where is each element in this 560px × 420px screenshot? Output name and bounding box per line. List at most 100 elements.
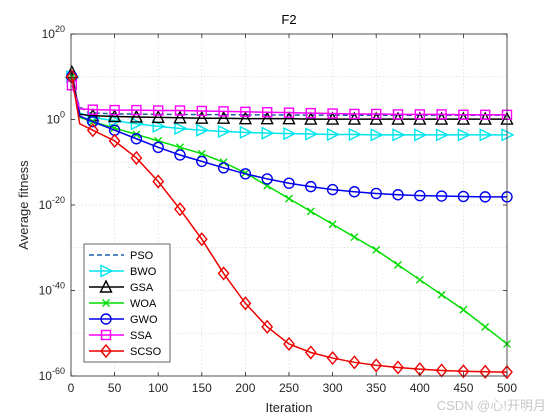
series-ssa <box>66 80 513 120</box>
series-gsa <box>65 64 514 125</box>
y-tick-exponent: 0 <box>60 110 65 120</box>
y-tick-exponent: -40 <box>52 281 65 291</box>
point-woa <box>394 260 402 269</box>
point-woa <box>197 149 206 158</box>
y-tick-exponent: -20 <box>52 195 65 205</box>
point-woa <box>350 233 359 242</box>
point-scso <box>174 202 186 217</box>
x-tick-label: 150 <box>192 381 212 395</box>
legend-label-pso: PSO <box>130 250 154 262</box>
point-bwo <box>174 121 188 136</box>
chart-title: F2 <box>281 12 296 27</box>
y-tick-label: 1020 <box>42 24 65 41</box>
point-woa <box>437 290 446 299</box>
x-tick-label: 350 <box>366 381 386 395</box>
point-scso <box>217 266 230 281</box>
point-scso <box>370 358 383 373</box>
point-scso <box>392 360 404 375</box>
x-axis-label: Iteration <box>266 400 313 415</box>
point-bwo <box>217 124 232 139</box>
point-ssa <box>371 108 382 120</box>
y-tick-base: 10 <box>47 113 61 127</box>
point-ssa <box>174 105 186 116</box>
point-ssa <box>87 104 99 115</box>
x-tick-label: 100 <box>148 381 168 395</box>
y-tick-base: 10 <box>39 284 53 298</box>
point-gsa <box>107 108 122 123</box>
point-scso <box>261 319 274 334</box>
series-line-gwo <box>71 76 507 198</box>
y-tick-exponent: -60 <box>52 366 65 376</box>
point-scso <box>283 336 295 352</box>
point-gwo <box>239 168 252 180</box>
y-tick-label: 10-60 <box>39 366 65 383</box>
legend-marker-woa <box>102 299 110 307</box>
point-gwo <box>479 191 491 203</box>
x-tick-label: 0 <box>68 381 75 395</box>
point-ssa <box>218 106 229 117</box>
point-scso <box>348 355 361 370</box>
point-scso <box>457 364 470 379</box>
point-bwo <box>239 125 253 139</box>
x-tick-label: 500 <box>497 381 517 395</box>
point-scso <box>130 150 143 166</box>
point-woa <box>459 305 468 314</box>
point-woa <box>132 130 141 139</box>
point-bwo <box>414 128 428 142</box>
point-gwo <box>283 177 295 189</box>
point-bwo <box>152 119 166 133</box>
point-woa <box>372 245 381 254</box>
legend-marker-bwo <box>100 264 114 278</box>
x-tick-label: 450 <box>453 381 473 395</box>
point-gsa <box>456 111 471 125</box>
y-tick-base: 10 <box>39 369 53 383</box>
point-bwo <box>435 128 450 142</box>
x-tick-label: 250 <box>279 381 299 395</box>
point-bwo <box>370 128 384 142</box>
point-bwo <box>479 128 493 142</box>
point-gwo <box>174 149 186 161</box>
point-scso <box>304 345 317 360</box>
point-ssa <box>414 109 425 120</box>
point-ssa <box>305 107 316 119</box>
y-axis-label: Average fitness <box>16 160 31 250</box>
y-tick-label: 100 <box>47 110 65 127</box>
x-tick-label: 300 <box>323 381 343 395</box>
legend-label-ssa: SSA <box>130 330 153 342</box>
point-ssa <box>109 104 120 116</box>
legend-label-gwo: GWO <box>130 314 158 326</box>
point-ssa <box>327 108 338 119</box>
point-ssa <box>152 105 164 116</box>
point-scso <box>479 364 492 379</box>
y-tick-base: 10 <box>42 27 56 41</box>
point-ssa <box>392 109 404 120</box>
y-tick-exponent: 20 <box>55 24 65 34</box>
y-tick-label: 10-20 <box>39 195 65 212</box>
point-woa <box>481 322 490 331</box>
point-gsa <box>216 110 231 124</box>
point-gwo <box>87 115 99 128</box>
point-ssa <box>480 109 491 120</box>
point-bwo <box>501 128 515 142</box>
series-woa <box>67 72 511 348</box>
legend: PSO BWO GSA WOA GWO SSA SCSO <box>83 243 171 363</box>
point-bwo <box>326 127 341 142</box>
point-gwo <box>457 190 470 203</box>
point-gsa <box>173 110 187 124</box>
point-woa <box>285 194 293 203</box>
point-gwo <box>392 189 404 201</box>
legend-label-woa: WOA <box>130 298 157 310</box>
series-line-gsa <box>71 72 507 120</box>
point-bwo <box>457 128 471 142</box>
point-gsa <box>260 111 274 125</box>
point-woa <box>328 220 337 229</box>
point-bwo <box>196 123 210 137</box>
point-bwo <box>305 127 319 141</box>
point-gwo <box>196 155 208 168</box>
point-gsa <box>304 111 318 125</box>
point-gwo <box>348 186 361 198</box>
point-woa <box>176 143 184 152</box>
x-ticks: 0 50 100 150 200 250 300 350 400 450 500 <box>68 34 517 395</box>
point-gwo <box>414 189 426 202</box>
